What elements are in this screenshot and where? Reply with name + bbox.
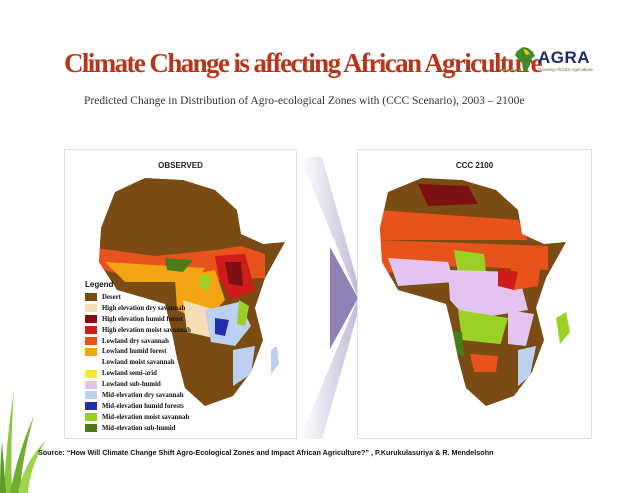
projected-africa-map bbox=[380, 178, 570, 406]
legend-swatch bbox=[85, 380, 97, 389]
legend-label: Lowland sub-humid bbox=[102, 381, 161, 389]
legend-item: Lowland semi-arid bbox=[85, 368, 191, 379]
slide-subtitle: Predicted Change in Distribution of Agro… bbox=[84, 95, 525, 107]
logo-name: AGRA bbox=[538, 48, 591, 67]
legend-item: Lowland sub-humid bbox=[85, 379, 191, 390]
legend-item: Desert bbox=[85, 292, 191, 303]
legend-item: Lowland dry savannah bbox=[85, 336, 191, 347]
legend-title: Legend bbox=[85, 280, 114, 289]
legend-label: High elevation moist savannah bbox=[102, 326, 191, 334]
legend-item: High elevation dry savannah bbox=[85, 303, 191, 314]
legend-label: Lowland humid forest bbox=[102, 348, 167, 356]
agra-logo: AGRA Growing Africa's Agriculture bbox=[514, 45, 606, 75]
legend-swatch bbox=[85, 391, 97, 400]
projected-map-title: CCC 2100 bbox=[455, 161, 494, 170]
legend-item: Lowland moist savannah bbox=[85, 357, 191, 368]
legend-label: High elevation humid forest bbox=[102, 315, 183, 323]
africa-logo-icon bbox=[515, 47, 535, 72]
legend-item: Mid-elevation moist savannah bbox=[85, 412, 191, 423]
legend-label: High elevation dry savannah bbox=[102, 304, 186, 312]
legend-label: Lowland moist savannah bbox=[102, 359, 175, 367]
legend-swatch bbox=[85, 347, 97, 356]
legend-item: High elevation moist savannah bbox=[85, 325, 191, 336]
legend-label: Lowland dry savannah bbox=[102, 337, 169, 345]
legend-swatch bbox=[85, 293, 97, 302]
legend-label: Mid-elevation dry savannah bbox=[102, 391, 184, 399]
legend-label: Mid-elevation moist savannah bbox=[102, 413, 190, 421]
legend-swatch bbox=[85, 369, 97, 378]
legend: Legend Desert High elevation dry savanna… bbox=[85, 280, 191, 434]
observed-map-title: OBSERVED bbox=[158, 161, 203, 170]
legend-label: Mid-elevation humid forests bbox=[102, 402, 184, 410]
legend-swatch bbox=[85, 424, 97, 433]
legend-label: Mid-elevation sub-humid bbox=[102, 424, 176, 432]
legend-item: Mid-elevation sub-humid bbox=[85, 423, 191, 434]
slide-title: Climate Change is affecting African Agri… bbox=[64, 48, 543, 78]
observed-map-panel: OBSERVED Legend Desert High eleva bbox=[64, 149, 297, 439]
legend-item: Mid-elevation dry savannah bbox=[85, 390, 191, 401]
grass-decoration-icon bbox=[0, 390, 46, 493]
transition-arrow-icon bbox=[300, 157, 362, 439]
legend-swatch bbox=[85, 358, 97, 367]
legend-item: High elevation humid forest bbox=[85, 314, 191, 325]
source-citation: Source: “How Will Climate Change Shift A… bbox=[38, 448, 494, 457]
projected-map-panel: CCC 2100 bbox=[357, 149, 592, 439]
legend-item: Lowland humid forest bbox=[85, 346, 191, 357]
legend-swatch bbox=[85, 315, 97, 324]
legend-label: Desert bbox=[102, 293, 121, 301]
legend-item: Mid-elevation humid forests bbox=[85, 401, 191, 412]
title-divider bbox=[500, 69, 528, 71]
legend-swatch bbox=[85, 413, 97, 422]
legend-label: Lowland semi-arid bbox=[102, 370, 157, 378]
legend-swatch bbox=[85, 402, 97, 411]
legend-swatch bbox=[85, 337, 97, 345]
observed-africa-map bbox=[99, 178, 285, 406]
legend-swatch bbox=[85, 326, 97, 335]
legend-swatch bbox=[85, 304, 97, 313]
logo-tagline: Growing Africa's Agriculture bbox=[538, 67, 593, 72]
